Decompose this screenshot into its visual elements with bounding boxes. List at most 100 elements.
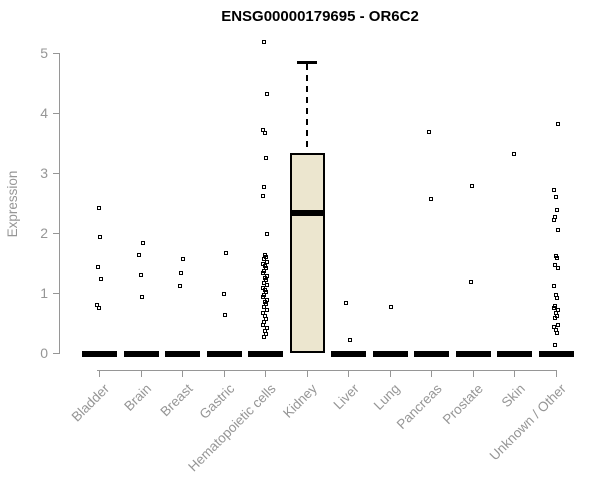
data-point (555, 228, 560, 232)
data-point (264, 156, 268, 160)
x-category-label: Unknown / Other (486, 381, 570, 464)
x-category-label: Breast (157, 381, 196, 420)
data-point (261, 193, 265, 198)
x-axis-tick (306, 370, 308, 377)
y-tick-label: 0 (40, 345, 48, 361)
x-category-label: Lung (371, 381, 404, 413)
data-point (551, 306, 556, 310)
data-point (551, 283, 556, 288)
y-tick-label: 4 (40, 105, 48, 121)
collapsed-box-bar (165, 351, 200, 357)
collapsed-box-bar (455, 351, 491, 357)
data-point (262, 184, 266, 189)
data-point (552, 316, 557, 321)
x-category-label: Kidney (280, 381, 321, 421)
data-point (555, 265, 560, 270)
data-point (263, 264, 267, 268)
whisker-line (305, 64, 308, 152)
data-point (178, 284, 182, 289)
data-point (427, 130, 431, 135)
chart-title: ENSG00000179695 - OR6C2 (221, 8, 419, 25)
data-point (553, 311, 558, 316)
y-axis-line (59, 53, 60, 354)
data-point (265, 307, 269, 312)
data-point (554, 331, 559, 336)
data-point (263, 276, 267, 280)
data-point (98, 234, 102, 239)
data-point (264, 331, 268, 336)
x-axis-tick (223, 370, 225, 377)
data-point (265, 92, 269, 97)
x-axis-tick (555, 370, 557, 377)
data-point (469, 184, 474, 189)
collapsed-box-bar (206, 351, 242, 357)
collapsed-box-bar (248, 351, 283, 357)
y-tick-label: 1 (40, 285, 48, 301)
y-axis-tick (53, 53, 59, 54)
collapsed-box-bar (331, 351, 366, 357)
collapsed-box-bar (497, 351, 532, 357)
x-category-label: Prostate (439, 381, 487, 428)
data-point (264, 316, 268, 321)
data-point (262, 257, 266, 262)
y-tick-label: 2 (40, 225, 48, 241)
data-point (140, 241, 145, 246)
collapsed-box-bar (123, 351, 159, 357)
y-axis-tick (53, 353, 59, 354)
data-point (265, 231, 269, 236)
x-axis-tick (389, 370, 391, 377)
data-point (388, 305, 393, 310)
data-point (221, 291, 226, 296)
collapsed-box-bar (538, 351, 574, 357)
data-point (261, 322, 265, 327)
y-tick-label: 5 (40, 45, 48, 61)
data-point (262, 40, 266, 45)
y-axis-tick (53, 173, 59, 174)
y-axis-tick (53, 233, 59, 234)
median-line (291, 210, 323, 217)
x-axis-tick (99, 370, 100, 377)
x-axis-tick (514, 370, 515, 377)
data-point (264, 278, 268, 283)
x-axis-line (97, 370, 557, 371)
data-point (264, 290, 268, 295)
data-point (222, 313, 227, 318)
data-point (265, 283, 269, 288)
data-point (264, 266, 268, 271)
collapsed-box-bar (372, 351, 408, 357)
box (289, 153, 325, 353)
data-point (261, 271, 265, 276)
data-point (555, 308, 560, 313)
data-point (554, 313, 559, 318)
data-point (554, 208, 559, 213)
data-point (555, 322, 560, 327)
data-point (468, 280, 473, 285)
data-point (554, 296, 559, 301)
data-point (512, 152, 516, 157)
x-axis-tick (265, 370, 266, 377)
data-point (262, 304, 266, 309)
data-point (552, 262, 557, 267)
x-axis-tick (182, 370, 183, 377)
x-category-label: Pancreas (393, 381, 445, 432)
y-axis-tick (53, 293, 59, 294)
data-point (265, 297, 269, 302)
data-point (554, 256, 559, 261)
data-point (344, 300, 348, 305)
data-point (97, 206, 101, 211)
data-point (348, 337, 352, 342)
data-point (262, 334, 266, 339)
x-axis-tick (431, 370, 432, 377)
data-point (181, 257, 185, 262)
data-point (553, 195, 558, 199)
data-point (264, 302, 268, 307)
data-point (263, 300, 267, 304)
data-point (179, 271, 183, 276)
x-category-label: Bladder (69, 381, 113, 425)
data-point (552, 343, 557, 348)
y-axis-tick (53, 113, 59, 114)
data-point (263, 131, 267, 136)
collapsed-box-bar (82, 351, 117, 357)
